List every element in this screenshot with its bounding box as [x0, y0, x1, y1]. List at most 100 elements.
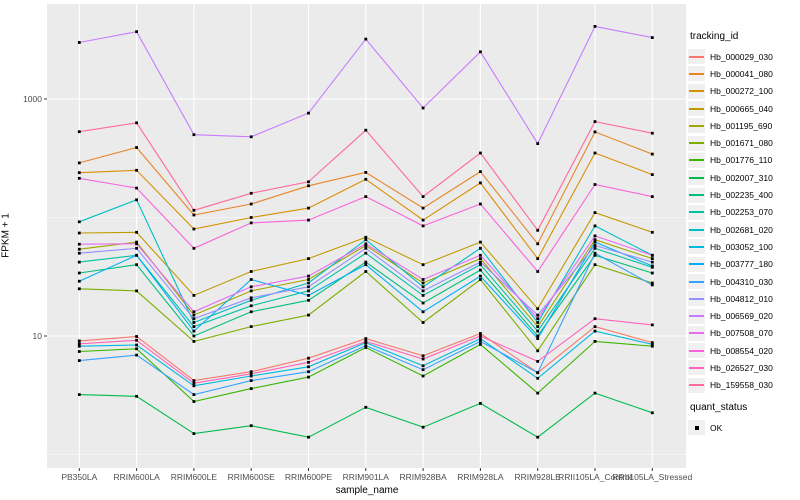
legend-item: Hb_004310_030 — [688, 273, 773, 290]
data-point — [192, 133, 196, 137]
data-point — [364, 238, 368, 242]
data-point — [364, 171, 368, 174]
legend-item: Hb_026527_030 — [688, 359, 773, 376]
legend-item: Hb_002007_310 — [688, 169, 773, 186]
legend-item-label: Hb_159558_030 — [710, 380, 773, 391]
series-color-key-icon — [688, 343, 705, 359]
y-axis-title: FPKM + 1 — [0, 213, 12, 258]
data-point — [307, 278, 310, 281]
quant-status-key-icon — [688, 420, 705, 436]
data-point — [536, 371, 540, 375]
data-point — [650, 264, 654, 268]
data-point — [307, 285, 310, 289]
legend-item: OK — [688, 419, 722, 436]
data-point — [650, 257, 654, 260]
data-point — [479, 181, 482, 185]
series-color-key-icon — [688, 118, 705, 134]
data-point — [249, 270, 253, 273]
legend-item-label: Hb_008554_020 — [710, 345, 773, 356]
data-point — [593, 325, 597, 328]
legend-item-label: Hb_000029_030 — [710, 51, 773, 62]
data-point — [593, 238, 597, 242]
data-point — [249, 296, 253, 300]
data-point — [536, 349, 540, 353]
data-point — [650, 344, 654, 348]
data-point — [479, 337, 482, 340]
data-point — [593, 340, 597, 343]
data-point — [249, 310, 253, 314]
data-point — [421, 294, 425, 297]
data-point — [192, 325, 196, 328]
series-color-key-icon — [688, 239, 705, 255]
legend-item: Hb_002253_070 — [688, 204, 773, 221]
data-point — [135, 146, 138, 149]
data-point — [364, 337, 368, 340]
legend-item-label: Hb_002007_310 — [710, 172, 773, 183]
data-point — [135, 121, 138, 125]
data-point — [135, 347, 138, 351]
data-point — [479, 274, 482, 278]
data-point — [307, 294, 310, 297]
data-point — [192, 294, 196, 297]
series-color-key-icon — [688, 274, 705, 289]
data-point — [536, 257, 540, 260]
data-point — [249, 325, 253, 328]
x-tick-label: RRIM928LA — [457, 472, 504, 482]
legend-item-label: Hb_004310_030 — [710, 276, 773, 287]
legend-item: Hb_003777_180 — [688, 256, 773, 273]
series-color-key-icon — [688, 66, 705, 82]
data-point — [249, 278, 253, 281]
data-point — [192, 310, 196, 314]
data-point — [307, 257, 310, 260]
data-point — [77, 242, 81, 246]
data-point — [593, 183, 597, 186]
legend-item-label: Hb_002235_400 — [710, 190, 773, 201]
data-point — [135, 263, 138, 267]
data-point — [307, 206, 310, 210]
x-tick-label: RRII105LA_Control — [558, 472, 632, 482]
data-point — [479, 332, 482, 335]
series-color-key-icon — [688, 187, 705, 203]
legend-item: Hb_001671_080 — [688, 134, 773, 151]
data-point — [421, 206, 425, 210]
data-point — [135, 198, 138, 202]
data-point — [364, 246, 368, 250]
data-point — [479, 343, 482, 346]
legend-item-label: Hb_002681_020 — [710, 224, 773, 235]
x-tick-label: PB350LA — [61, 472, 98, 482]
data-point — [135, 253, 138, 257]
data-point — [421, 374, 425, 378]
data-point — [135, 168, 138, 172]
data-point — [77, 231, 81, 235]
data-point — [135, 343, 138, 347]
data-point — [479, 151, 482, 155]
data-point — [364, 244, 368, 247]
data-point — [307, 360, 310, 364]
data-point — [77, 260, 81, 264]
data-point — [650, 341, 654, 344]
data-point — [135, 289, 138, 293]
data-point — [479, 253, 482, 257]
data-point — [593, 224, 597, 228]
data-point — [479, 240, 482, 244]
data-point — [192, 381, 196, 385]
data-point — [421, 224, 425, 228]
legend-item-label: Hb_001671_080 — [710, 138, 773, 149]
data-point — [135, 240, 138, 244]
data-point — [192, 227, 196, 231]
data-point — [593, 253, 597, 257]
legend-item-label: Hb_003052_100 — [710, 241, 773, 252]
data-point — [593, 246, 597, 250]
data-point — [421, 321, 425, 324]
data-point — [536, 307, 540, 311]
data-point — [77, 344, 81, 348]
data-point — [593, 130, 597, 134]
data-point — [364, 344, 368, 347]
data-point — [249, 298, 253, 302]
series-color-key-icon — [688, 83, 705, 99]
data-point — [650, 152, 654, 156]
data-point — [421, 278, 425, 281]
data-point — [421, 218, 425, 222]
data-point — [364, 251, 368, 255]
